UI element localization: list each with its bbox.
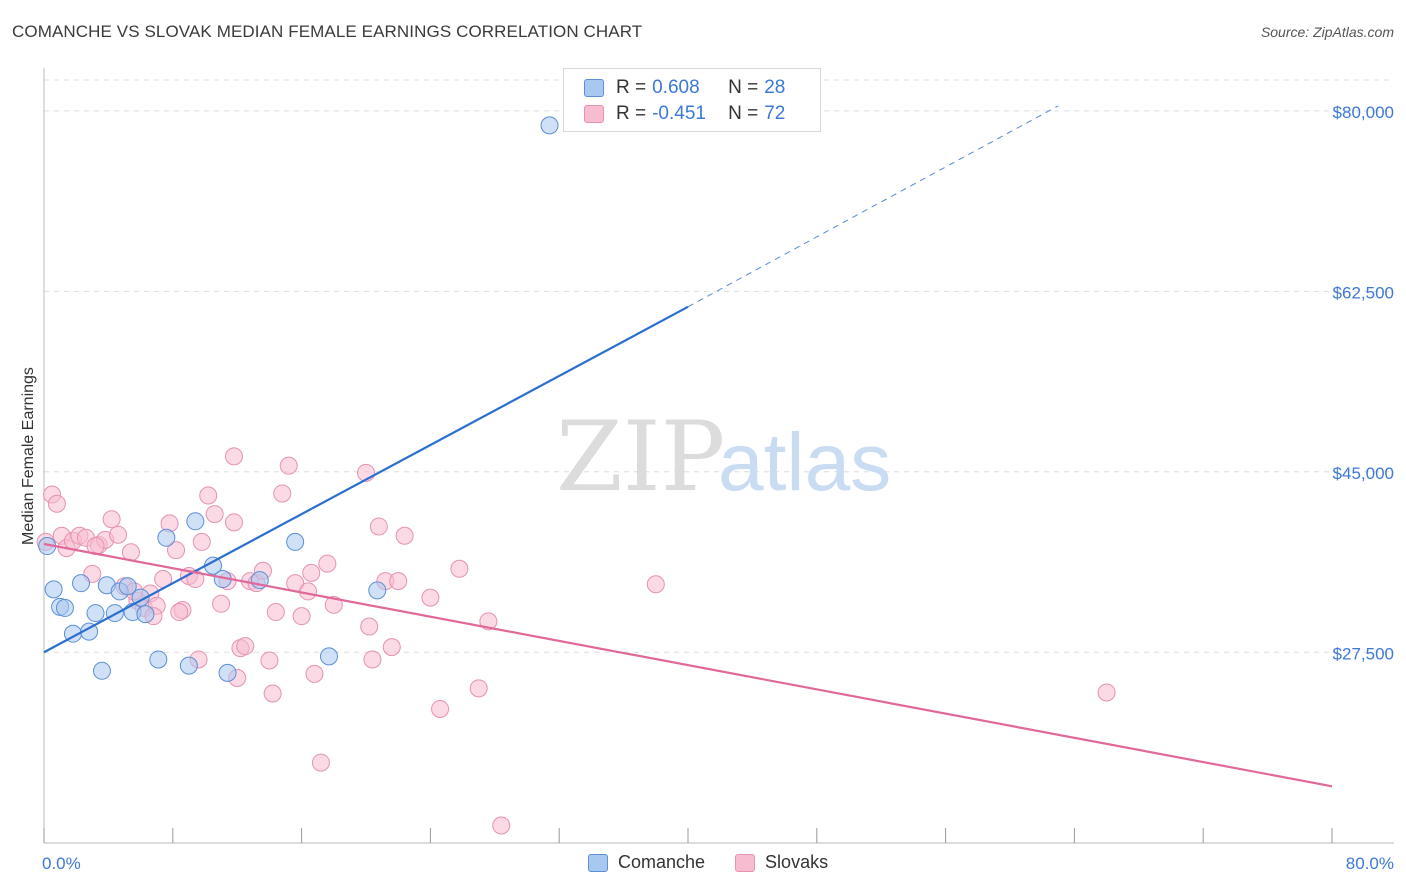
- legend-item-comanche: Comanche: [588, 852, 705, 873]
- comanche-swatch: [588, 853, 608, 872]
- comanche-trend-line: [43, 305, 689, 654]
- comanche-point: [319, 647, 338, 666]
- slovak-point: [646, 575, 665, 594]
- legend-n-value: 72: [764, 103, 786, 124]
- comanche-point: [92, 661, 111, 680]
- comanche-point: [72, 574, 91, 593]
- legend-r-value: 0.608: [652, 77, 700, 98]
- slovak-point: [224, 447, 243, 466]
- y-tick-label: $62,500: [1333, 283, 1394, 302]
- legend-r-label: R =: [616, 77, 647, 98]
- slovak-point: [47, 494, 66, 513]
- slovak-point: [192, 532, 211, 551]
- x-tick-label-max: 80.0%: [1346, 854, 1394, 873]
- slovak-point: [224, 513, 243, 532]
- slovak-point: [273, 484, 292, 503]
- y-axis-label: Median Female Earnings: [20, 367, 37, 545]
- grid-lines: [44, 79, 1394, 653]
- slovak-point: [389, 572, 408, 591]
- legend-label-slovaks: Slovaks: [765, 852, 829, 872]
- y-tick-labels: $27,500 $45,000 $62,500 $80,000: [1333, 103, 1394, 663]
- slovak-point: [360, 617, 379, 636]
- slovak-point: [382, 638, 401, 657]
- slovak-point: [431, 699, 450, 718]
- legend-item-slovaks: Slovaks: [735, 852, 828, 873]
- watermark-zip: ZIP: [556, 401, 725, 513]
- slovak-point: [236, 637, 255, 656]
- comanche-point: [157, 528, 176, 547]
- comanche-swatch: [584, 79, 604, 97]
- slovak-point: [263, 684, 282, 703]
- legend-n-value: 28: [764, 77, 786, 98]
- slovak-point: [199, 486, 218, 505]
- legend-row-comanche: R = 0.608 N = 28: [584, 76, 785, 100]
- slovak-point: [260, 651, 279, 670]
- slovak-point: [395, 526, 414, 545]
- axes: [43, 68, 1394, 844]
- slovak-point: [369, 517, 388, 536]
- slovak-point: [324, 595, 343, 614]
- comanche-point: [149, 650, 168, 669]
- watermark: ZIP atlas: [556, 401, 891, 513]
- correlation-legend: R = 0.608 N = 28 R = -0.451 N = 72: [563, 68, 821, 132]
- slovak-point: [302, 563, 321, 582]
- slovak-point: [102, 510, 121, 529]
- slovak-point: [170, 603, 189, 622]
- y-tick-label: $80,000: [1333, 103, 1394, 122]
- comanche-point: [186, 512, 205, 531]
- slovak-swatch: [735, 853, 756, 872]
- comanche-point: [540, 116, 559, 135]
- x-tick-label-min: 0.0%: [42, 854, 81, 873]
- source-label: Source: ZipAtlas.com: [1260, 24, 1394, 40]
- comanche-point: [286, 532, 305, 551]
- slovak-point: [292, 607, 311, 626]
- y-tick-label: $27,500: [1333, 644, 1394, 663]
- trend-lines: [43, 105, 1333, 788]
- legend-label-comanche: Comanche: [618, 852, 706, 872]
- slovak-trend-line: [43, 542, 1333, 788]
- slovak-point: [318, 554, 337, 573]
- comanche-point: [118, 577, 137, 596]
- watermark-atlas: atlas: [718, 417, 891, 508]
- slovak-point: [109, 525, 128, 544]
- legend-r-label: R =: [616, 103, 647, 124]
- slovak-point: [167, 541, 186, 560]
- slovak-point: [469, 679, 488, 698]
- slovak-point: [1097, 683, 1116, 702]
- comanche-trend-extension: [687, 105, 1059, 308]
- slovak-point: [479, 612, 498, 631]
- legend-r-value: -0.451: [652, 103, 706, 124]
- comanche-point: [368, 581, 387, 600]
- slovak-point: [212, 594, 231, 613]
- legend-n-label: N =: [728, 77, 759, 98]
- slovak-point: [266, 603, 285, 622]
- comanche-point: [218, 663, 237, 682]
- slovak-point: [279, 456, 298, 475]
- series-legend: Comanche Slovaks: [588, 852, 858, 873]
- slovak-point: [305, 664, 324, 683]
- comanche-points: [38, 116, 559, 682]
- y-tick-label: $45,000: [1333, 464, 1394, 483]
- comanche-point: [179, 656, 198, 675]
- comanche-point: [55, 598, 74, 617]
- comanche-point: [44, 580, 63, 599]
- slovak-point: [492, 816, 511, 835]
- legend-n-label: N =: [728, 103, 759, 124]
- slovak-point: [311, 753, 330, 772]
- slovak-point: [205, 505, 224, 524]
- comanche-point: [136, 605, 155, 624]
- slovak-point: [421, 588, 440, 607]
- slovak-point: [363, 650, 382, 669]
- comanche-point: [86, 604, 105, 623]
- slovak-point: [450, 559, 469, 578]
- legend-row-slovaks: R = -0.451 N = 72: [584, 102, 785, 126]
- chart-title: COMANCHE VS SLOVAK MEDIAN FEMALE EARNING…: [12, 22, 643, 41]
- slovak-point: [299, 582, 318, 601]
- slovak-swatch: [584, 105, 604, 123]
